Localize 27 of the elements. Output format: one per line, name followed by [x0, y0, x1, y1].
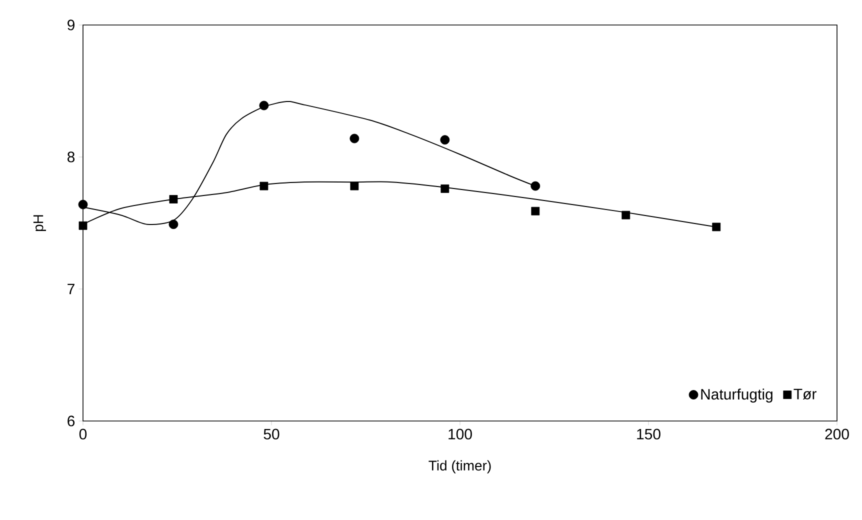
x-axis-title: Tid (timer) — [428, 460, 491, 474]
point — [440, 184, 450, 193]
y-tick-label: 9 — [68, 20, 74, 30]
point — [350, 182, 359, 190]
y-axis-title: pH — [33, 215, 46, 232]
x-tick-label: 0 — [79, 428, 87, 440]
point — [622, 210, 630, 220]
point — [440, 135, 450, 145]
y-tick-label: 8 — [68, 152, 75, 162]
point — [530, 181, 540, 191]
point — [259, 100, 269, 110]
point — [169, 195, 178, 204]
point — [78, 221, 88, 230]
x-tick-label: 150 — [637, 428, 660, 440]
point — [78, 200, 88, 210]
legend-label: Naturfugtig — [701, 388, 772, 403]
point — [350, 134, 360, 144]
point — [712, 222, 721, 232]
y-tick-label: 7 — [68, 284, 74, 294]
point — [260, 182, 268, 190]
x-tick-label: 100 — [448, 428, 472, 440]
legend-label: Tør — [794, 388, 816, 400]
point — [168, 220, 178, 230]
x-tick-label: 200 — [825, 428, 849, 440]
x-tick-label: 50 — [264, 428, 280, 440]
y-tick-label: 6 — [68, 416, 75, 426]
point — [531, 206, 540, 216]
